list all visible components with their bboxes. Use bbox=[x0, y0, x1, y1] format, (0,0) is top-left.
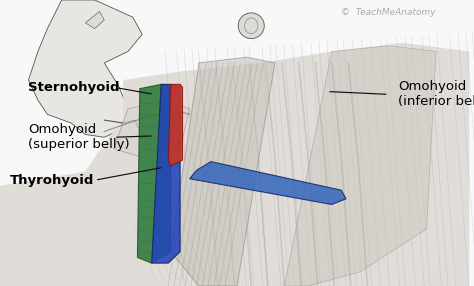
Polygon shape bbox=[168, 84, 182, 166]
Text: Omohyoid
(superior belly): Omohyoid (superior belly) bbox=[28, 123, 130, 151]
Text: ©  TeachMeAnatomy: © TeachMeAnatomy bbox=[341, 8, 436, 17]
Polygon shape bbox=[137, 84, 171, 263]
Text: Omohyoid
(inferior belly): Omohyoid (inferior belly) bbox=[398, 80, 474, 108]
Polygon shape bbox=[190, 162, 346, 204]
Polygon shape bbox=[0, 43, 469, 286]
Polygon shape bbox=[171, 57, 275, 286]
Text: Thyrohyoid: Thyrohyoid bbox=[9, 174, 94, 187]
Polygon shape bbox=[114, 100, 190, 157]
Polygon shape bbox=[152, 84, 180, 263]
Text: Sternohyoid: Sternohyoid bbox=[28, 81, 120, 94]
Polygon shape bbox=[85, 11, 104, 29]
Polygon shape bbox=[284, 46, 436, 286]
Polygon shape bbox=[28, 0, 142, 137]
Ellipse shape bbox=[238, 13, 264, 39]
